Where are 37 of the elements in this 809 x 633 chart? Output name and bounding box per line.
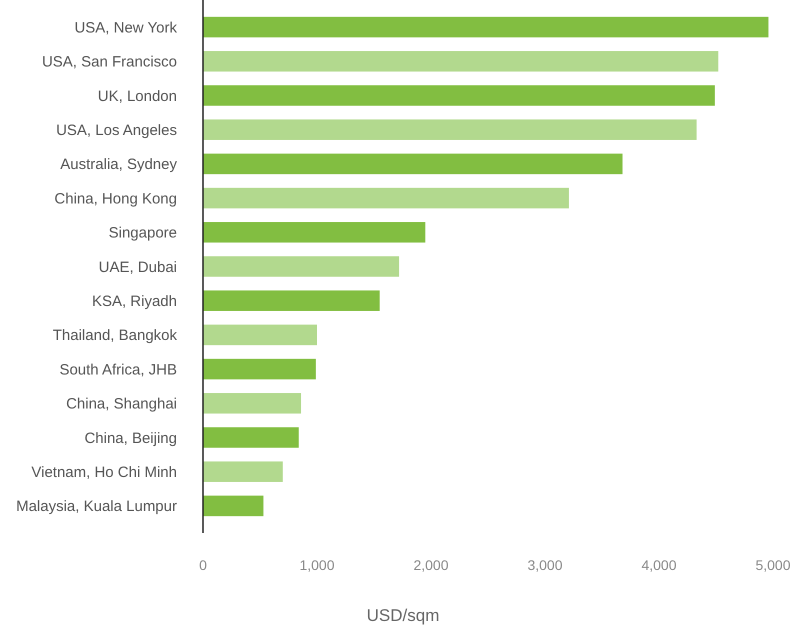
x-tick-label: 0: [199, 557, 208, 573]
x-tick-label: 1,000: [299, 557, 335, 573]
bar: [203, 496, 264, 516]
y-tick-label: Malaysia, Kuala Lumpur: [16, 498, 177, 516]
bar: [203, 290, 380, 311]
bar: [203, 427, 299, 448]
y-tick-label: UK, London: [98, 88, 177, 105]
bar: [203, 222, 426, 243]
y-tick-label: USA, New York: [74, 19, 178, 36]
y-tick-label: South Africa, JHB: [59, 361, 177, 378]
bar: [203, 154, 623, 174]
bar: [203, 51, 718, 72]
y-tick-label: China, Beijing: [84, 430, 177, 447]
y-tick-label: USA, Los Angeles: [56, 122, 177, 139]
x-tick-label: 3,000: [527, 557, 563, 573]
y-tick-label: Singapore: [108, 224, 177, 242]
bar: [203, 16, 768, 38]
y-tick-label: China, Hong Kong: [54, 190, 177, 208]
bar: [203, 461, 283, 482]
y-tick-label: KSA, Riyadh: [92, 292, 177, 310]
bar: [203, 188, 569, 208]
bar: [203, 119, 697, 140]
x-tick-label: 2,000: [413, 557, 449, 573]
bar: [203, 85, 715, 106]
bar: [203, 256, 400, 277]
bar: [203, 324, 317, 346]
y-tick-label: China, Shanghai: [66, 396, 177, 413]
y-tick-label: Thailand, Bangkok: [52, 327, 178, 344]
bar: [203, 393, 302, 414]
y-tick-label: UAE, Dubai: [98, 258, 177, 276]
y-tick-label: USA, San Francisco: [42, 54, 177, 71]
y-tick-label: Australia, Sydney: [60, 156, 178, 174]
x-tick-label: 4,000: [641, 557, 677, 573]
bar: [203, 358, 316, 380]
x-tick-label: 5,000: [755, 557, 791, 573]
x-axis-title: USD/sqm: [366, 606, 440, 625]
y-tick-label: Vietnam, Ho Chi Minh: [31, 464, 177, 481]
